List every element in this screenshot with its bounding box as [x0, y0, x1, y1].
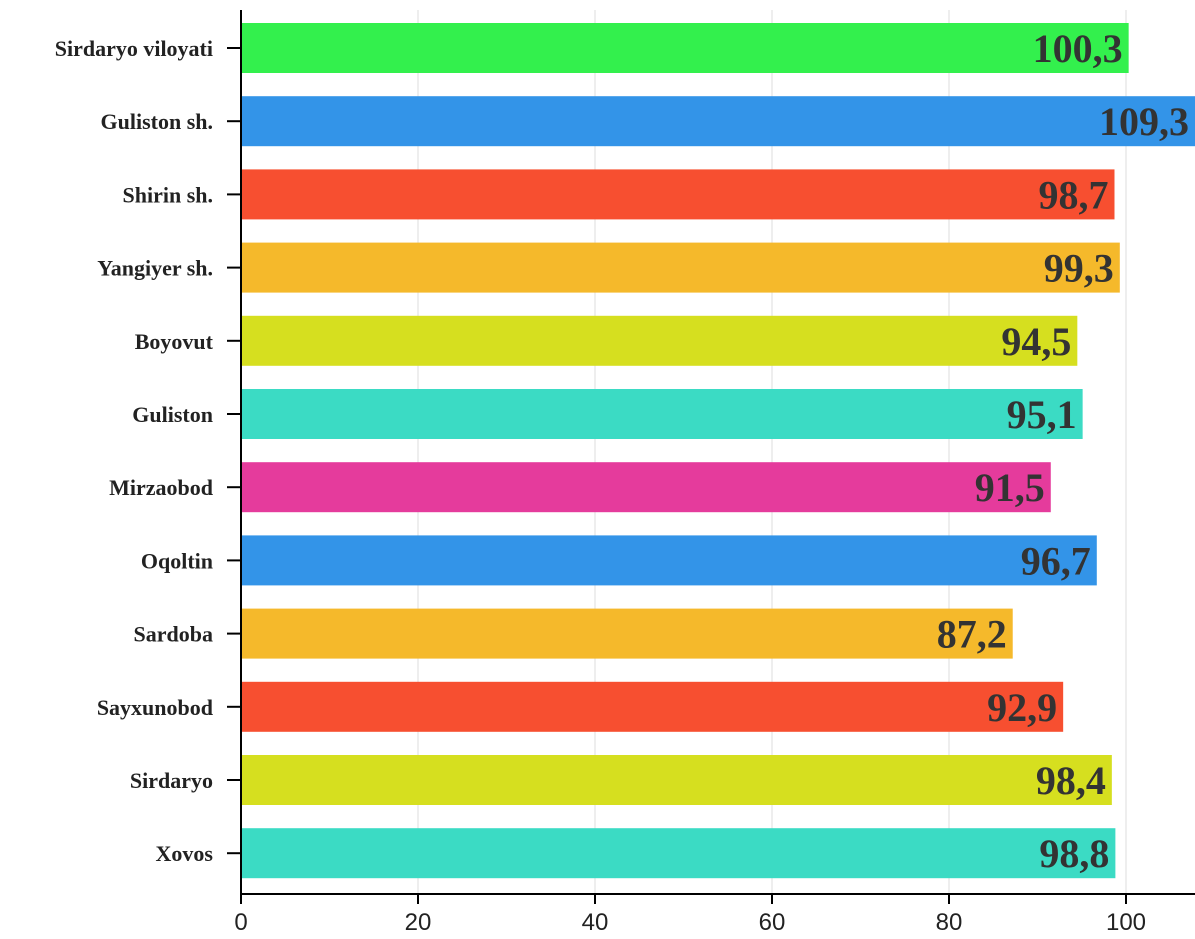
x-tick-label: 80 [936, 909, 963, 936]
category-label: Sayxunobod [97, 695, 213, 720]
bar [241, 315, 1078, 366]
bar-value-label: 100,3 [1033, 26, 1123, 71]
category-label: Guliston sh. [101, 109, 214, 134]
bar-value-label: 98,7 [1038, 172, 1108, 217]
category-label: Yangiyer sh. [97, 256, 213, 281]
bar [241, 169, 1115, 220]
bar-value-label: 109,3 [1099, 99, 1189, 144]
value-labels-layer: 100,3 109,3 98,7 99,3 94,5 95,1 91,5 96,7 87,2 92… [937, 26, 1189, 876]
bar [241, 23, 1129, 73]
bar [241, 535, 1097, 586]
bar-value-label: 99,3 [1044, 246, 1114, 291]
category-label: Mirzaobod [109, 475, 213, 500]
bar-value-label: 94,5 [1001, 319, 1071, 364]
bar [241, 681, 1064, 732]
category-label: Guliston [132, 402, 213, 427]
x-tick-label: 20 [405, 909, 432, 936]
category-label: Xovos [156, 841, 214, 866]
bar-value-label: 98,8 [1039, 831, 1109, 876]
bars-layer [241, 23, 1195, 879]
x-tick-label: 0 [234, 909, 247, 936]
x-tick-label: 100 [1106, 909, 1146, 936]
category-label: Oqoltin [141, 548, 213, 573]
bar-value-label: 95,1 [1007, 392, 1077, 437]
x-tick-label: 60 [759, 909, 786, 936]
bar [241, 96, 1195, 147]
category-labels-layer: Sirdaryo viloyati Guliston sh. Shirin sh. Y… [55, 36, 214, 866]
bar-value-label: 98,4 [1036, 758, 1106, 803]
category-label: Boyovut [135, 329, 214, 354]
category-label: Sirdaryo [130, 768, 213, 793]
axes-layer [240, 10, 1195, 895]
bar-value-label: 91,5 [975, 465, 1045, 510]
category-label: Sirdaryo viloyati [55, 36, 213, 61]
bar-value-label: 87,2 [937, 612, 1007, 657]
grid-layer [417, 10, 1127, 894]
category-label: Shirin sh. [123, 182, 214, 207]
category-label: Sardoba [134, 622, 213, 647]
bar [241, 242, 1120, 293]
bar [241, 608, 1013, 659]
bar-value-label: 92,9 [987, 685, 1057, 730]
bar [241, 462, 1051, 513]
bar [241, 389, 1083, 439]
x-tick-label: 40 [582, 909, 609, 936]
bar-value-label: 96,7 [1021, 538, 1091, 583]
ticks-layer: 0 20 40 60 80 100 [227, 47, 1146, 936]
bar [241, 828, 1116, 879]
bar [241, 755, 1112, 805]
